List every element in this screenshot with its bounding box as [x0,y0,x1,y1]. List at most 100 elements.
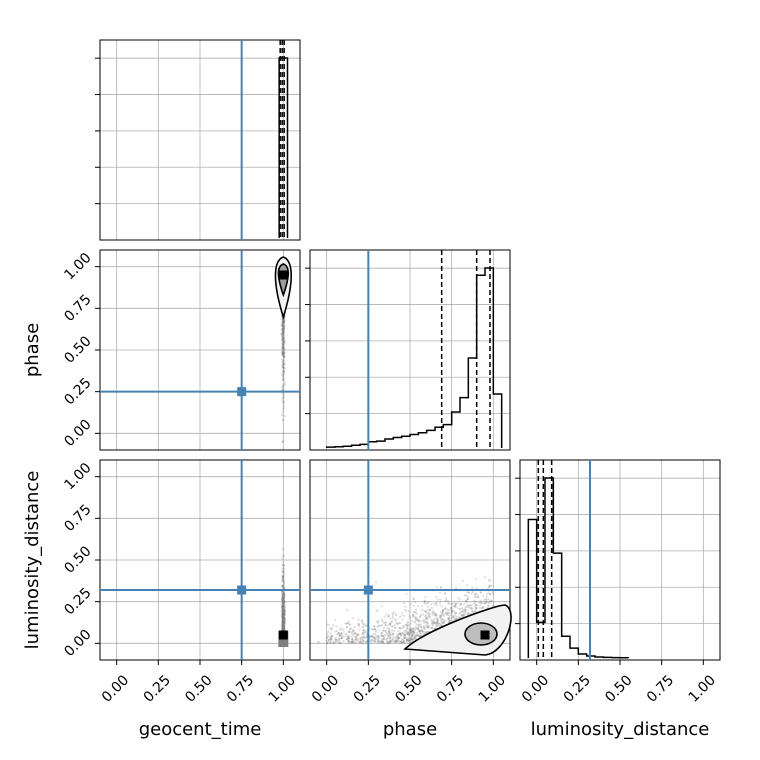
sample-point [414,628,417,631]
sample-point [358,640,361,644]
sample-point [338,634,342,637]
sample-point [281,377,285,381]
sample-point [462,609,465,612]
sample-point [282,598,286,601]
sample-point [443,607,447,610]
sample-point [471,609,474,613]
tick-label-y: 0.00 [61,417,94,450]
sample-point [282,610,285,613]
sample-point [373,640,376,643]
sample-point [352,641,355,644]
sample-point [281,605,284,608]
sample-point [282,626,286,629]
sample-point [283,621,286,624]
sample-point [463,594,466,597]
sample-point [370,639,373,642]
sample-point [413,635,416,638]
sample-point [398,627,402,630]
sample-point [282,581,285,584]
sample-point [281,335,285,338]
sample-point [283,608,286,611]
sample-point [361,638,365,641]
sample-point [281,326,285,330]
sample-point [371,628,374,631]
sample-point [404,623,407,627]
sample-point [281,608,284,611]
sample-point [351,638,354,641]
sample-point [281,563,285,566]
sample-point [435,617,438,620]
sample-point [413,621,417,624]
sample-point [282,599,285,603]
sample-point [281,337,284,340]
sample-point [427,615,431,618]
sample-point [283,627,286,631]
sample-point [282,619,285,622]
sample-point [282,431,285,435]
sample-point [443,614,446,617]
sample-point [399,632,402,636]
sample-point [446,611,450,614]
sample-point [326,641,330,644]
sample-point [424,615,427,618]
sample-point [397,636,400,639]
sample-point [414,637,417,640]
sample-point [282,609,285,612]
sample-point [282,611,285,615]
sample-point [282,322,285,325]
sample-point [282,353,285,356]
sample-point [458,607,462,611]
sample-point [401,641,405,644]
sample-point [349,635,352,638]
sample-point [396,640,399,643]
sample-point [439,586,442,589]
sample-point [411,630,414,633]
sample-point [281,608,284,611]
sample-point [282,616,285,620]
sample-point [282,613,285,617]
sample-point [283,609,286,612]
sample-point [357,623,360,626]
sample-point [281,346,285,349]
sample-point [282,342,285,345]
sample-point [340,637,344,640]
sample-point [282,612,286,615]
sample-point [435,613,438,617]
sample-point [433,627,437,630]
sample-point [394,640,397,643]
sample-point [280,603,283,606]
sample-point [469,604,472,607]
sample-point [282,614,285,617]
sample-point [283,342,286,345]
histogram-phase [325,250,503,450]
sample-point [410,629,413,632]
sample-point [361,632,365,635]
sample-point [407,631,410,634]
sample-point [332,624,335,627]
sample-point [281,608,285,612]
sample-point [412,615,415,618]
sample-point [388,633,392,637]
sample-point [282,611,286,614]
sample-point [387,631,391,635]
sample-point [281,598,284,601]
sample-point [282,610,285,613]
sample-point [424,632,427,635]
sample-point [490,584,493,588]
sample-point [469,607,472,610]
sample-point [282,324,285,327]
truth-marker [237,585,247,595]
sample-point [392,638,395,641]
sample-point [374,633,377,636]
sample-point [439,603,442,606]
sample-point [345,622,349,625]
sample-point [284,620,287,623]
sample-point [431,611,434,615]
sample-point [317,641,320,644]
sample-point [281,324,284,327]
sample-point [282,620,285,623]
sample-point [327,623,331,627]
sample-point [282,617,285,620]
sample-point [424,602,427,606]
sample-point [485,599,488,602]
